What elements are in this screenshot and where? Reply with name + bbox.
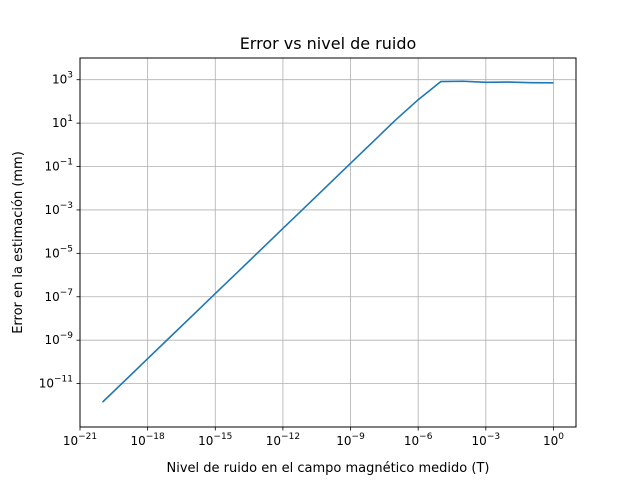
x-tick-label: 100 (543, 432, 564, 448)
ticks: 10−21 10−18 10−15 10−12 10−9 10−6 10−3 10010−11… (39, 71, 565, 448)
x-tick-label: 10−3 (472, 432, 501, 448)
x-tick-label: 10−6 (404, 432, 433, 448)
y-tick-label: 10−7 (44, 288, 73, 304)
x-tick-label: 10−18 (130, 432, 165, 448)
y-tick-label: 10−5 (44, 244, 73, 260)
series-layer (101, 80, 554, 403)
x-axis-label: Nivel de ruido en el campo magnético med… (167, 461, 490, 476)
x-tick-label: 10−12 (266, 432, 300, 448)
x-tick-label: 10−9 (336, 432, 365, 448)
series-line (101, 80, 554, 403)
grid (79, 58, 576, 427)
chart-title: Error vs nivel de ruido (240, 34, 417, 53)
y-tick-label: 10−11 (39, 375, 73, 391)
y-tick-label: 10−9 (44, 331, 73, 347)
plot-area-frame (79, 57, 577, 428)
y-axis-label: Error en la estimación (mm) (11, 151, 26, 334)
y-tick-label: 103 (52, 71, 73, 87)
y-tick-label: 10−1 (44, 158, 73, 174)
x-tick-label: 10−21 (63, 432, 97, 448)
y-tick-label: 10−3 (44, 201, 73, 217)
x-tick-label: 10−15 (198, 432, 232, 448)
y-tick-label: 101 (52, 114, 73, 130)
